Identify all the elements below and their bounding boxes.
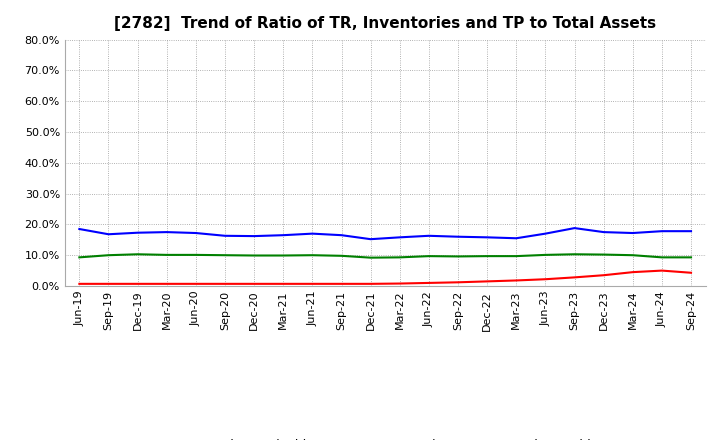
Trade Receivables <box>279 281 287 286</box>
Trade Receivables <box>75 281 84 286</box>
Line: Inventories: Inventories <box>79 228 691 239</box>
Inventories <box>687 228 696 234</box>
Trade Payables <box>657 255 666 260</box>
Title: [2782]  Trend of Ratio of TR, Inventories and TP to Total Assets: [2782] Trend of Ratio of TR, Inventories… <box>114 16 656 32</box>
Trade Receivables <box>454 280 462 285</box>
Inventories <box>220 233 229 238</box>
Inventories <box>75 226 84 231</box>
Inventories <box>629 231 637 236</box>
Trade Payables <box>308 253 317 258</box>
Trade Receivables <box>512 278 521 283</box>
Inventories <box>104 231 113 237</box>
Trade Payables <box>425 253 433 259</box>
Trade Payables <box>220 253 229 258</box>
Trade Receivables <box>163 281 171 286</box>
Line: Trade Receivables: Trade Receivables <box>79 271 691 284</box>
Trade Payables <box>75 255 84 260</box>
Inventories <box>395 235 404 240</box>
Trade Receivables <box>220 281 229 286</box>
Trade Payables <box>366 255 375 260</box>
Inventories <box>541 231 550 236</box>
Trade Payables <box>687 255 696 260</box>
Trade Payables <box>483 253 492 259</box>
Trade Payables <box>599 252 608 257</box>
Trade Receivables <box>687 270 696 275</box>
Trade Payables <box>163 252 171 257</box>
Trade Receivables <box>192 281 200 286</box>
Trade Payables <box>541 252 550 257</box>
Trade Receivables <box>308 281 317 286</box>
Trade Payables <box>133 252 142 257</box>
Inventories <box>366 237 375 242</box>
Trade Payables <box>337 253 346 258</box>
Line: Trade Payables: Trade Payables <box>79 254 691 258</box>
Trade Payables <box>512 253 521 259</box>
Trade Receivables <box>337 281 346 286</box>
Inventories <box>308 231 317 236</box>
Inventories <box>570 225 579 231</box>
Trade Payables <box>192 252 200 257</box>
Inventories <box>483 235 492 240</box>
Inventories <box>657 228 666 234</box>
Trade Receivables <box>250 281 258 286</box>
Inventories <box>512 236 521 241</box>
Inventories <box>599 230 608 235</box>
Trade Receivables <box>366 281 375 286</box>
Trade Payables <box>395 255 404 260</box>
Legend: Trade Receivables, Inventories, Trade Payables: Trade Receivables, Inventories, Trade Pa… <box>161 434 610 440</box>
Inventories <box>250 234 258 239</box>
Trade Payables <box>629 253 637 258</box>
Trade Receivables <box>570 275 579 280</box>
Trade Receivables <box>599 272 608 278</box>
Inventories <box>454 234 462 239</box>
Trade Payables <box>570 252 579 257</box>
Trade Receivables <box>483 279 492 284</box>
Inventories <box>425 233 433 238</box>
Inventories <box>163 230 171 235</box>
Trade Receivables <box>395 281 404 286</box>
Trade Receivables <box>541 277 550 282</box>
Trade Receivables <box>133 281 142 286</box>
Trade Payables <box>250 253 258 258</box>
Trade Payables <box>454 254 462 259</box>
Trade Payables <box>279 253 287 258</box>
Trade Receivables <box>104 281 113 286</box>
Trade Receivables <box>657 268 666 273</box>
Trade Payables <box>104 253 113 258</box>
Inventories <box>337 232 346 238</box>
Inventories <box>133 230 142 235</box>
Trade Receivables <box>425 280 433 286</box>
Inventories <box>192 231 200 236</box>
Trade Receivables <box>629 269 637 275</box>
Inventories <box>279 232 287 238</box>
